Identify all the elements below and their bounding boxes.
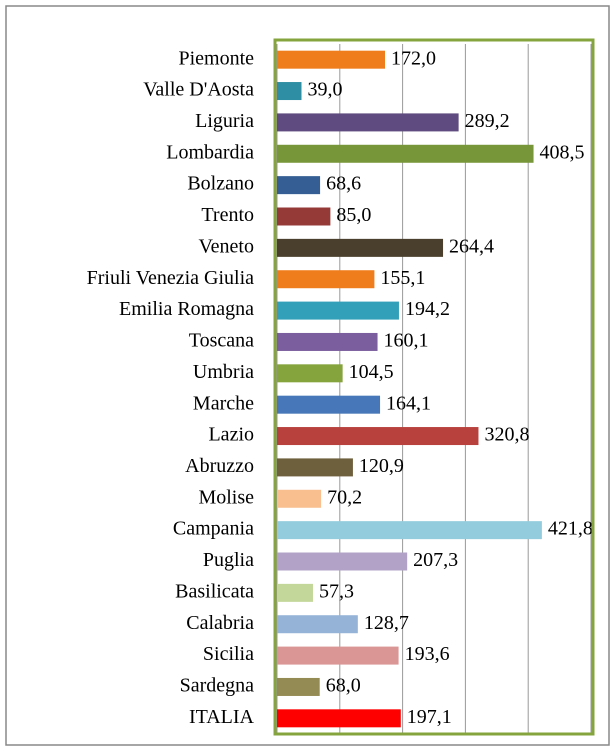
bar	[277, 395, 381, 414]
bar	[277, 709, 401, 728]
y-tick-label: Calabria	[186, 612, 254, 634]
y-tick-label: Toscana	[189, 330, 254, 352]
bar	[277, 552, 408, 571]
value-label: 57,3	[319, 580, 354, 602]
y-tick-label: Emilia Romagna	[119, 298, 254, 320]
value-label: 120,9	[359, 455, 404, 477]
y-tick-label: Lombardia	[166, 141, 254, 163]
bar	[277, 82, 302, 101]
value-label: 85,0	[336, 204, 371, 226]
y-tick-label: Piemonte	[178, 47, 254, 69]
value-label: 172,0	[391, 47, 436, 69]
y-tick-label: Umbria	[193, 361, 254, 383]
bar	[277, 677, 320, 696]
value-label: 128,7	[364, 612, 409, 634]
value-label: 39,0	[307, 79, 342, 101]
y-tick-label: Marche	[193, 392, 254, 414]
value-label: 320,8	[484, 424, 529, 446]
y-tick-label: Basilicata	[175, 580, 254, 602]
value-label: 289,2	[465, 110, 510, 132]
y-tick-label: Liguria	[195, 110, 254, 132]
bar	[277, 270, 375, 289]
chart-border	[5, 5, 610, 746]
value-label: 264,4	[449, 235, 494, 257]
bar	[277, 521, 542, 540]
value-label: 155,1	[380, 267, 425, 289]
bar	[277, 238, 444, 257]
bar	[277, 615, 358, 634]
plot-border	[273, 38, 595, 736]
y-tick-label: Abruzzo	[185, 455, 254, 477]
bar	[277, 207, 331, 226]
bar	[277, 646, 399, 665]
y-tick-label: Trento	[201, 204, 254, 226]
bar	[277, 364, 343, 383]
value-label: 104,5	[349, 361, 394, 383]
y-tick-label: Molise	[198, 486, 254, 508]
y-tick-label: Campania	[173, 518, 254, 540]
y-tick-label: Valle D'Aosta	[143, 79, 254, 101]
value-label: 197,1	[407, 706, 452, 728]
bar	[277, 144, 534, 163]
bar	[277, 332, 378, 351]
value-label: 421,8	[548, 518, 593, 540]
value-label: 68,0	[326, 675, 361, 697]
bar	[277, 489, 322, 508]
value-label: 193,6	[405, 643, 450, 665]
bar	[277, 113, 459, 132]
value-label: 70,2	[327, 486, 362, 508]
y-tick-label: Sardegna	[180, 675, 255, 697]
value-label: 164,1	[386, 392, 431, 414]
bar	[277, 583, 313, 602]
bar	[277, 50, 386, 69]
y-tick-label: Friuli Venezia Giulia	[87, 267, 254, 289]
value-label: 207,3	[413, 549, 458, 571]
y-tick-label: ITALIA	[189, 706, 255, 728]
y-tick-label: Lazio	[208, 424, 254, 446]
bar	[277, 427, 479, 446]
value-label: 194,2	[405, 298, 450, 320]
value-label: 68,6	[326, 173, 361, 195]
bar	[277, 301, 399, 320]
y-tick-label: Veneto	[198, 235, 254, 257]
y-tick-label: Puglia	[203, 549, 254, 571]
bar	[277, 458, 353, 477]
value-label: 408,5	[540, 141, 585, 163]
bar	[277, 176, 321, 195]
y-tick-label: Sicilia	[203, 643, 254, 665]
y-tick-label: Bolzano	[187, 173, 254, 195]
value-label: 160,1	[384, 330, 429, 352]
